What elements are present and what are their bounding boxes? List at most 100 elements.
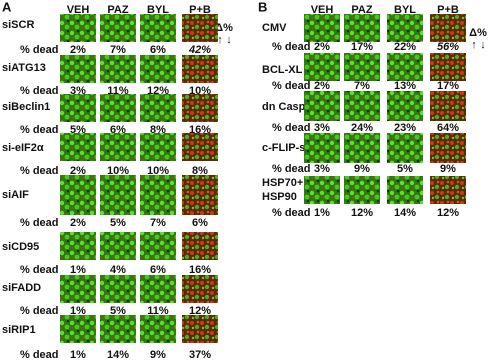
- micrograph: [304, 14, 340, 42]
- micrograph: [140, 14, 176, 42]
- dead-label: % dead: [20, 217, 59, 229]
- percent-dead: 2%: [70, 44, 86, 56]
- down-arrow: ↓: [480, 39, 486, 51]
- dead-label: % dead: [20, 124, 59, 136]
- micrograph: [140, 55, 176, 83]
- micrograph: [387, 133, 423, 163]
- micrograph: [100, 232, 136, 260]
- column-header: BYL: [394, 4, 416, 16]
- dead-label: % dead: [20, 264, 59, 276]
- panel-letter: A: [2, 0, 12, 14]
- percent-dead: 42%: [188, 44, 211, 56]
- percent-dead: 5%: [397, 163, 413, 175]
- micrograph: [60, 133, 96, 161]
- percent-dead: 10%: [189, 85, 211, 97]
- panel-letter: B: [258, 0, 267, 14]
- dead-label: % dead: [20, 44, 59, 56]
- row-label: HSP90: [262, 191, 297, 203]
- percent-dead: 6%: [192, 217, 208, 229]
- micrograph: [430, 133, 466, 163]
- percent-dead: 12%: [147, 85, 169, 97]
- percent-dead: 10%: [147, 165, 169, 177]
- percent-dead: 1%: [70, 305, 86, 317]
- micrograph: [304, 53, 340, 81]
- dead-label: % dead: [20, 349, 59, 361]
- micrograph: [182, 14, 218, 42]
- column-header: PAZ: [107, 4, 128, 16]
- percent-dead: 17%: [351, 41, 373, 53]
- micrograph: [304, 91, 340, 121]
- row-label: siFADD: [2, 282, 41, 294]
- row-label: siCD95: [2, 241, 39, 253]
- percent-dead: 1%: [314, 207, 330, 219]
- micrograph: [60, 94, 96, 122]
- column-header: P+B: [189, 4, 211, 16]
- micrograph: [100, 275, 136, 303]
- micrograph: [100, 133, 136, 161]
- micrograph: [387, 91, 423, 121]
- percent-dead: 6%: [150, 264, 166, 276]
- row-label: HSP70+: [262, 177, 303, 189]
- percent-dead: 12%: [351, 207, 373, 219]
- percent-dead: 11%: [107, 85, 129, 97]
- percent-dead: 3%: [70, 85, 86, 97]
- percent-dead: 14%: [107, 349, 129, 361]
- micrograph: [100, 315, 136, 343]
- micrograph: [60, 175, 96, 215]
- micrograph: [304, 133, 340, 163]
- percent-dead: 9%: [150, 349, 166, 361]
- micrograph: [430, 176, 466, 204]
- micrograph: [140, 232, 176, 260]
- micrograph: [430, 53, 466, 81]
- percent-dead: 9%: [440, 163, 456, 175]
- dead-label: % dead: [272, 207, 311, 219]
- percent-dead: 12%: [189, 305, 211, 317]
- micrograph: [140, 94, 176, 122]
- percent-dead: 3%: [314, 163, 330, 175]
- dead-label: % dead: [20, 305, 59, 317]
- percent-dead: 37%: [189, 349, 211, 361]
- percent-dead: 2%: [314, 41, 330, 53]
- percent-dead: 2%: [70, 217, 86, 229]
- dead-label: % dead: [272, 122, 311, 134]
- column-header: BYL: [147, 4, 169, 16]
- micrograph: [344, 14, 380, 42]
- micrograph: [430, 91, 466, 121]
- row-label: dn Casp9: [262, 101, 312, 113]
- delta-label: Δ%: [215, 22, 233, 34]
- micrograph: [60, 275, 96, 303]
- percent-dead: 6%: [110, 124, 126, 136]
- micrograph: [344, 53, 380, 81]
- up-arrow: ↑: [471, 39, 477, 51]
- micrograph: [140, 133, 176, 161]
- column-header: VEH: [311, 4, 334, 16]
- percent-dead: 23%: [394, 122, 416, 134]
- down-arrow: ↓: [226, 34, 232, 46]
- micrograph: [100, 14, 136, 42]
- percent-dead: 11%: [147, 305, 169, 317]
- row-label: BCL-XL: [262, 64, 303, 76]
- percent-dead: 24%: [351, 122, 373, 134]
- up-arrow: ↑: [217, 34, 223, 46]
- micrograph: [60, 315, 96, 343]
- percent-dead: 16%: [189, 264, 211, 276]
- micrograph: [182, 55, 218, 83]
- micrograph: [140, 275, 176, 303]
- row-label: siATG13: [2, 62, 46, 74]
- percent-dead: 7%: [150, 217, 166, 229]
- column-header: PAZ: [351, 4, 372, 16]
- percent-dead: 8%: [150, 124, 166, 136]
- percent-dead: 12%: [437, 207, 459, 219]
- row-label: CMV: [262, 22, 287, 34]
- micrograph: [304, 176, 340, 204]
- micrograph: [140, 315, 176, 343]
- row-label: siAIF: [2, 189, 29, 201]
- micrograph: [344, 133, 380, 163]
- micrograph: [182, 275, 218, 303]
- dead-label: % dead: [272, 80, 311, 92]
- row-label: siSCR: [2, 19, 34, 31]
- percent-dead: 1%: [70, 349, 86, 361]
- percent-dead: 2%: [70, 165, 86, 177]
- micrograph: [60, 14, 96, 42]
